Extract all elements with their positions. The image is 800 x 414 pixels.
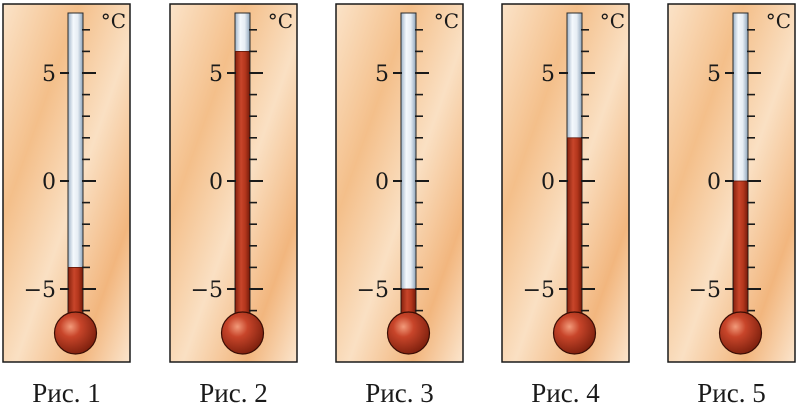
tick-label: 0 <box>707 170 721 195</box>
tick-label: 0 <box>375 170 389 195</box>
unit-label: °C <box>766 9 791 33</box>
tick-label: 5 <box>541 62 555 87</box>
figure-caption: Рис. 2 <box>199 378 268 408</box>
tick-label: −5 <box>523 278 555 303</box>
tick-label: −5 <box>689 278 721 303</box>
unit-label: °C <box>268 9 293 33</box>
tick-label: −5 <box>357 278 389 303</box>
mercury-column <box>733 180 748 321</box>
tick-label: 5 <box>375 62 389 87</box>
unit-label: °C <box>101 9 126 33</box>
thermometer-3: 5 0 −5 °C <box>335 3 464 363</box>
thermometer-panel <box>169 3 298 363</box>
tick-label: 5 <box>707 62 721 87</box>
thermometer-bulb <box>53 311 98 355</box>
thermometer-bulb <box>552 311 597 355</box>
thermometer-1: 5 0 −5 °C <box>2 3 131 363</box>
thermometer-tube <box>400 12 417 319</box>
figure-caption: Рис. 1 <box>32 378 101 408</box>
thermometer-panel <box>501 3 630 363</box>
mercury-column <box>567 137 582 321</box>
thermometer-4: 5 0 −5 °C <box>501 3 630 363</box>
thermometer-panel <box>2 3 131 363</box>
thermometer-panel <box>335 3 464 363</box>
tick-label: 0 <box>541 170 555 195</box>
thermometer-5: 5 0 −5 °C <box>667 3 796 363</box>
tick-label: 5 <box>209 62 223 87</box>
tick-label: 5 <box>42 62 56 87</box>
figure-caption: Рис. 5 <box>697 378 766 408</box>
thermometer-bulb <box>718 311 763 355</box>
tick-label: −5 <box>24 278 56 303</box>
thermometer-bulb <box>220 311 265 355</box>
figure-caption: Рис. 3 <box>365 378 434 408</box>
figure-caption: Рис. 4 <box>531 378 600 408</box>
tick-label: 0 <box>209 170 223 195</box>
thermometer-panel <box>667 3 796 363</box>
thermometer-2: 5 0 −5 °C <box>169 3 298 363</box>
tick-label: 0 <box>42 170 56 195</box>
unit-label: °C <box>600 9 625 33</box>
thermometer-bulb <box>386 311 431 355</box>
tick-label: −5 <box>191 278 223 303</box>
mercury-column <box>235 51 250 321</box>
unit-label: °C <box>434 9 459 33</box>
